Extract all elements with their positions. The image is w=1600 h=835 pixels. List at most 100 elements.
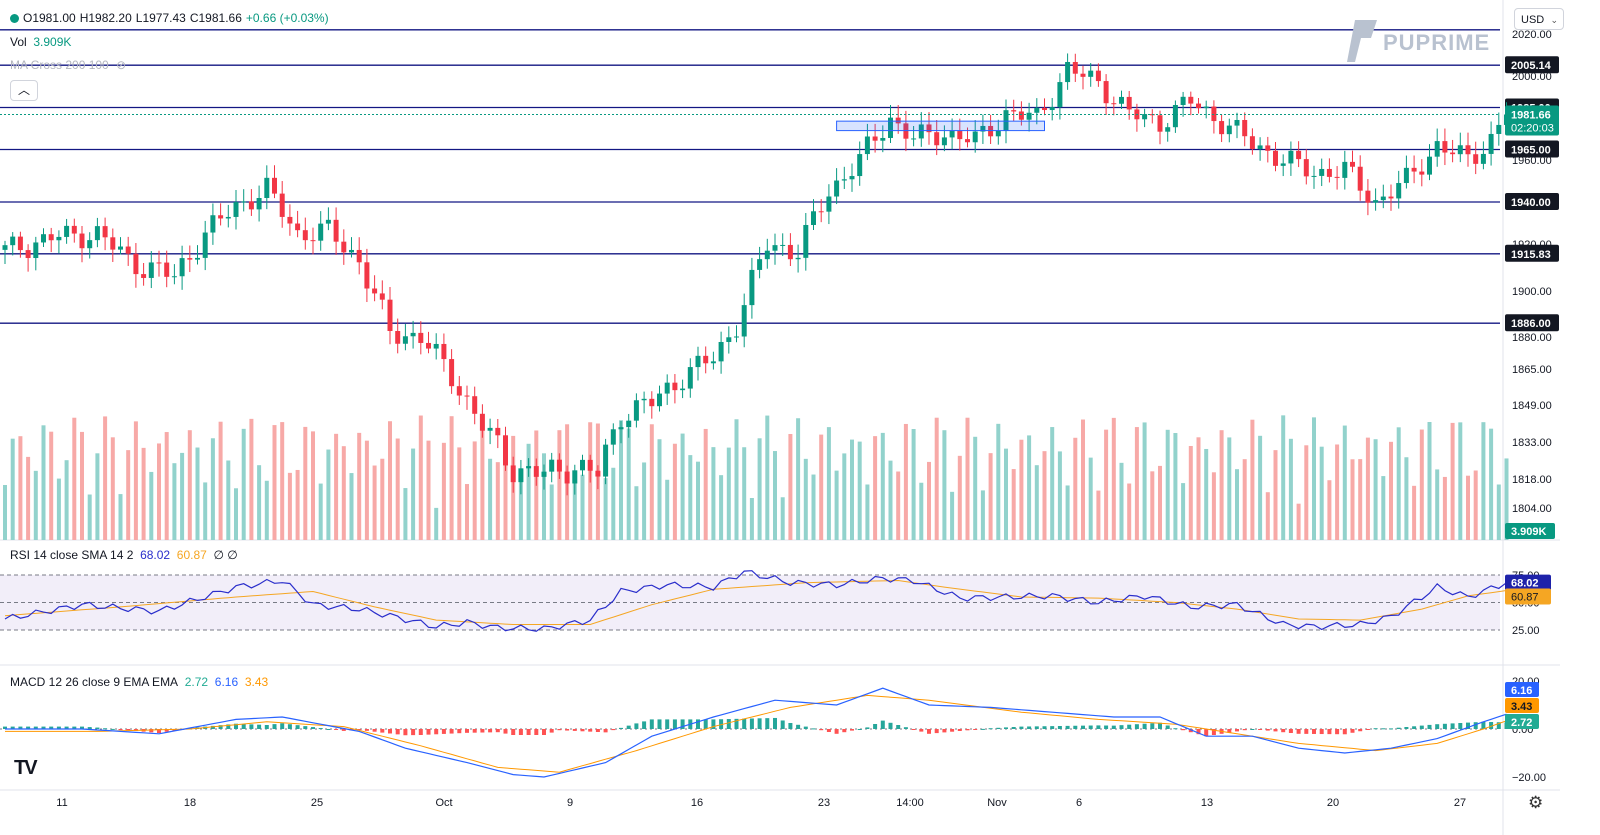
volume-bar — [1381, 476, 1386, 540]
candle-body — [926, 124, 932, 133]
candle-body — [703, 355, 709, 364]
x-axis-label: 13 — [1201, 797, 1213, 809]
volume-bar — [1073, 437, 1078, 540]
macd-hist-bar — [757, 718, 762, 729]
volume-bar — [1473, 470, 1478, 540]
price-tick-label: 2020.00 — [1512, 29, 1552, 41]
currency-label: USD — [1521, 14, 1545, 26]
volume-bar — [1165, 429, 1170, 540]
macd-hist-bar — [518, 729, 523, 735]
macd-hist-bar — [1034, 726, 1039, 729]
volume-bar — [1057, 451, 1062, 540]
candle-body — [918, 124, 924, 139]
candle-body — [87, 240, 93, 249]
eye-off-icon[interactable]: ⊘ — [116, 58, 127, 72]
macd-hist-bar — [287, 724, 292, 729]
macd-hist-bar — [441, 729, 446, 734]
candle-body — [1465, 145, 1471, 155]
macd-hist-bar — [1466, 722, 1470, 729]
volume-bar — [626, 428, 631, 540]
candle-body — [41, 234, 46, 243]
macd-hist-bar — [1365, 729, 1370, 730]
volume-bar — [318, 483, 323, 540]
volume-bar — [64, 460, 69, 540]
volume-bar — [542, 453, 546, 540]
x-axis-label: Oct — [435, 797, 452, 809]
macd-hist-bar — [218, 725, 223, 729]
candle-body — [880, 137, 886, 141]
macd-hist-bar — [1458, 723, 1463, 729]
volume-bar — [1134, 427, 1139, 540]
macd-hist-bar — [511, 729, 516, 735]
candle-body — [25, 250, 31, 259]
currency-select[interactable]: USD ⌄ — [1514, 8, 1564, 30]
change-value: +0.66 (+0.03%) — [245, 11, 329, 25]
volume-bar — [857, 441, 862, 540]
volume-bar — [1034, 465, 1039, 540]
volume-bar — [842, 453, 847, 540]
candle-body — [1011, 110, 1017, 112]
volume-bar — [441, 442, 446, 540]
macd-hist-bar — [850, 729, 854, 731]
volume-bar — [1196, 437, 1201, 540]
macd-hist-bar — [49, 726, 54, 729]
candle-body — [1303, 159, 1309, 177]
macd-hist-bar — [249, 724, 254, 729]
macd-hist-bar — [1288, 729, 1293, 733]
price-tick-label: 2000.00 — [1512, 71, 1552, 83]
collapse-button[interactable]: ︿ — [10, 80, 38, 101]
volume-bar — [203, 482, 208, 540]
macd-hist-bar — [1473, 722, 1478, 729]
price-tick-label: 1960.00 — [1512, 155, 1552, 167]
level-label-bg — [1505, 314, 1559, 332]
volume-bar — [26, 456, 31, 540]
candle-body — [156, 262, 162, 264]
macd-hist-bar — [1011, 727, 1016, 729]
candle-body — [402, 336, 408, 344]
macd-hist-bar — [950, 729, 955, 732]
tradingview-logo[interactable]: TV — [14, 757, 38, 779]
rsi-extra: ∅ ∅ — [213, 548, 238, 562]
candle-body — [1088, 70, 1094, 77]
macd-hist-bar — [1204, 729, 1209, 737]
volume-bar — [349, 473, 354, 540]
volume-bar — [749, 498, 754, 540]
macd-tick-label: −20.00 — [1512, 772, 1546, 784]
volume-bar — [526, 443, 531, 540]
macd-hist-bar — [1489, 722, 1494, 729]
macd-hist-bar — [919, 729, 924, 732]
candle-body — [826, 196, 832, 212]
volume-bar — [218, 421, 223, 540]
macd-hist-bar — [3, 726, 7, 729]
candle-body — [726, 337, 732, 342]
macd-hist-bar — [1042, 726, 1047, 729]
high-value: H1982.20 — [79, 11, 132, 25]
candle-body — [449, 359, 455, 387]
macd-hist-value: 2.72 — [184, 675, 209, 689]
candle-body — [1280, 163, 1286, 166]
macd-label: MACD 12 26 close 9 EMA EMA — [10, 675, 179, 689]
candle-body — [48, 234, 54, 241]
macd-hist-bar — [1196, 729, 1201, 735]
candle-body — [79, 233, 85, 249]
volume-bar — [719, 475, 724, 540]
gear-icon[interactable]: ⚙ — [1528, 793, 1544, 812]
candle-body — [1234, 119, 1240, 126]
candle-body — [1288, 150, 1294, 164]
candle-body — [533, 466, 539, 477]
candle-body — [1172, 105, 1178, 128]
level-label: 1915.83 — [1511, 249, 1551, 261]
candle-body — [672, 382, 678, 391]
candle-body — [56, 236, 62, 241]
macd-hist-bar — [542, 729, 546, 735]
ma-legend[interactable]: MA Cross 200 100 ⊘ — [10, 58, 126, 72]
macd-hist-bar — [1435, 724, 1440, 729]
volume-bar — [657, 439, 662, 540]
macd-axis-value: 3.43 — [1511, 701, 1532, 713]
macd-hist-bar — [241, 724, 246, 729]
candle-body — [1188, 96, 1194, 104]
volume-bar — [726, 447, 731, 540]
macd-hist-bar — [719, 719, 724, 729]
candle-body — [1080, 73, 1086, 77]
